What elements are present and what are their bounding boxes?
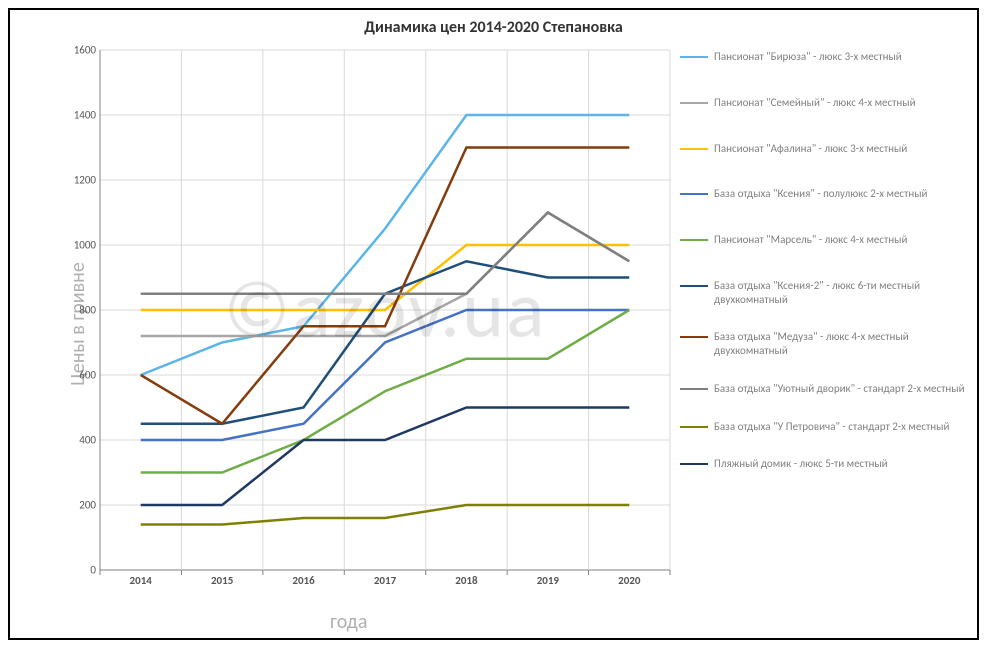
series-line (141, 213, 630, 337)
legend-label: База отдыха "Уютный дворик" - стандарт 2… (714, 382, 965, 396)
y-tick-label: 600 (79, 369, 100, 382)
y-tick-label: 800 (79, 304, 100, 317)
y-tick-label: 200 (79, 499, 100, 512)
legend-swatch (680, 463, 708, 465)
series-line (141, 310, 630, 473)
legend: Пансионат "Бирюза" - люкс 3-х местный Пан… (680, 50, 970, 503)
legend-label: База отдыха "У Петровича" - стандарт 2-х… (714, 420, 949, 434)
x-axis-label: года (330, 610, 367, 634)
legend-swatch (680, 148, 708, 150)
x-tick-label: 2015 (211, 570, 233, 587)
y-tick-label: 0 (90, 564, 100, 577)
legend-label: База отдыха "Медуза" - люкс 4-х местный … (714, 330, 970, 358)
legend-item: База отдыха "Уютный дворик" - стандарт 2… (680, 382, 970, 396)
legend-swatch (680, 193, 708, 195)
y-tick-label: 1000 (74, 239, 100, 252)
x-tick-label: 2017 (374, 570, 396, 587)
plot-area: ©azov.ua 0200400600800100012001400160020… (100, 50, 670, 570)
legend-label: Пляжный домик - люкс 5-ти местный (714, 457, 888, 471)
legend-item: База отдыха "У Петровича" - стандарт 2-х… (680, 420, 970, 434)
legend-item: Пансионат "Семейный" - люкс 4-х местный (680, 96, 970, 110)
x-tick-label: 2014 (130, 570, 152, 587)
legend-swatch (680, 56, 708, 58)
series-line (141, 148, 630, 424)
y-tick-label: 1200 (74, 174, 100, 187)
legend-swatch (680, 239, 708, 241)
legend-item: Пансионат "Марсель" - люкс 4-х местный (680, 233, 970, 247)
chart-title: Динамика цен 2014-2020 Степановка (10, 18, 977, 37)
y-tick-label: 1600 (74, 44, 100, 57)
legend-item: База отдыха "Ксения" - полулюкс 2-х мест… (680, 187, 970, 201)
chart-container: Динамика цен 2014-2020 Степановка Цены в… (8, 8, 979, 640)
legend-swatch (680, 426, 708, 428)
x-tick-label: 2016 (292, 570, 314, 587)
legend-label: Пансионат "Бирюза" - люкс 3-х местный (714, 50, 902, 64)
legend-item: Пансионат "Бирюза" - люкс 3-х местный (680, 50, 970, 64)
legend-swatch (680, 285, 708, 287)
legend-swatch (680, 388, 708, 390)
legend-label: Пансионат "Афалина" - люкс 3-х местный (714, 142, 907, 156)
legend-item: Пляжный домик - люкс 5-ти местный (680, 457, 970, 471)
y-axis-label: Цены в гривне (66, 262, 90, 386)
series-line (141, 505, 630, 525)
series-line (141, 408, 630, 506)
legend-item: База отдыха "Ксения-2" - люкс 6-ти местн… (680, 279, 970, 307)
legend-swatch (680, 336, 708, 338)
x-tick-label: 2020 (618, 570, 640, 587)
legend-label: Пансионат "Марсель" - люкс 4-х местный (714, 233, 907, 247)
y-tick-label: 1400 (74, 109, 100, 122)
legend-item: Пансионат "Афалина" - люкс 3-х местный (680, 142, 970, 156)
legend-label: База отдыха "Ксения-2" - люкс 6-ти местн… (714, 279, 970, 307)
y-tick-label: 400 (79, 434, 100, 447)
series-line (141, 213, 630, 294)
legend-label: Пансионат "Семейный" - люкс 4-х местный (714, 96, 916, 110)
legend-item: База отдыха "Медуза" - люкс 4-х местный … (680, 330, 970, 358)
x-tick-label: 2018 (455, 570, 477, 587)
x-tick-label: 2019 (537, 570, 559, 587)
legend-label: База отдыха "Ксения" - полулюкс 2-х мест… (714, 187, 927, 201)
legend-swatch (680, 102, 708, 104)
